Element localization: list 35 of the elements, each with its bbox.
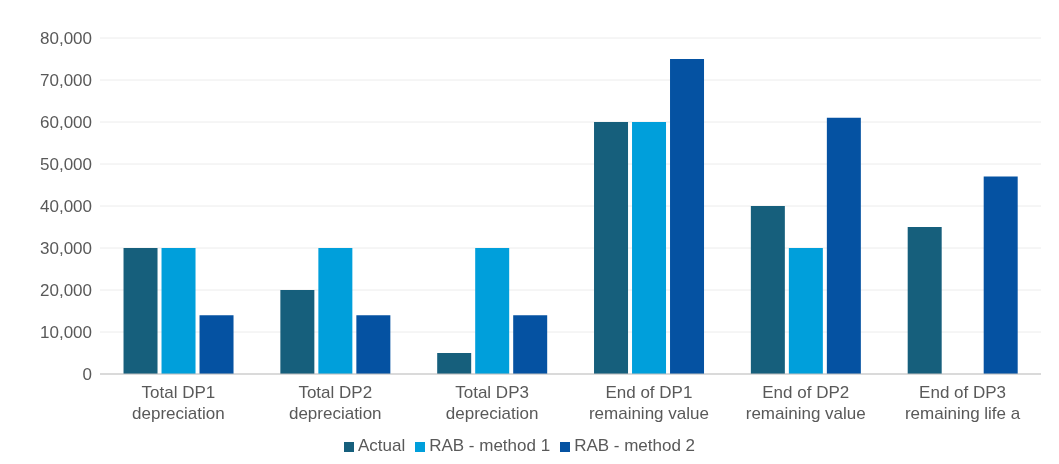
bar xyxy=(318,248,353,374)
bar xyxy=(280,290,315,374)
y-tick-label: 60,000 xyxy=(40,113,92,133)
bar xyxy=(750,206,785,374)
x-tick-label: Total DP2 depreciation xyxy=(288,383,382,423)
y-tick-label: 30,000 xyxy=(40,239,92,259)
bar xyxy=(632,122,667,374)
bar xyxy=(983,176,1018,374)
y-tick-label: 20,000 xyxy=(40,281,92,301)
legend-label: RAB - method 2 xyxy=(574,436,696,455)
x-tick-label: Total DP1 depreciation xyxy=(132,383,225,423)
bar xyxy=(356,315,391,374)
bar xyxy=(161,248,196,374)
bar xyxy=(594,122,629,374)
legend-label: RAB - method 1 xyxy=(429,436,551,455)
y-tick-label: 10,000 xyxy=(40,323,92,343)
y-tick-label: 40,000 xyxy=(40,197,92,217)
y-tick-label: 80,000 xyxy=(40,29,92,49)
legend-label: Actual xyxy=(357,436,406,455)
bar xyxy=(199,315,234,374)
bar xyxy=(437,353,472,374)
y-tick-label: 70,000 xyxy=(40,71,92,91)
bar xyxy=(475,248,510,374)
bar xyxy=(907,227,942,374)
bar xyxy=(513,315,548,374)
x-tick-label: End of DP2 remaining value xyxy=(745,383,866,423)
y-tick-label: 0 xyxy=(82,365,92,385)
bar xyxy=(123,248,158,374)
x-tick-label: End of DP1 remaining value xyxy=(588,383,709,423)
bar xyxy=(670,59,705,374)
bar xyxy=(788,248,823,374)
bar xyxy=(826,117,861,374)
x-tick-label: Total DP3 depreciation xyxy=(445,383,539,423)
y-tick-label: 50,000 xyxy=(40,155,92,175)
x-tick-label: End of DP3 remaining life a xyxy=(904,383,1021,423)
